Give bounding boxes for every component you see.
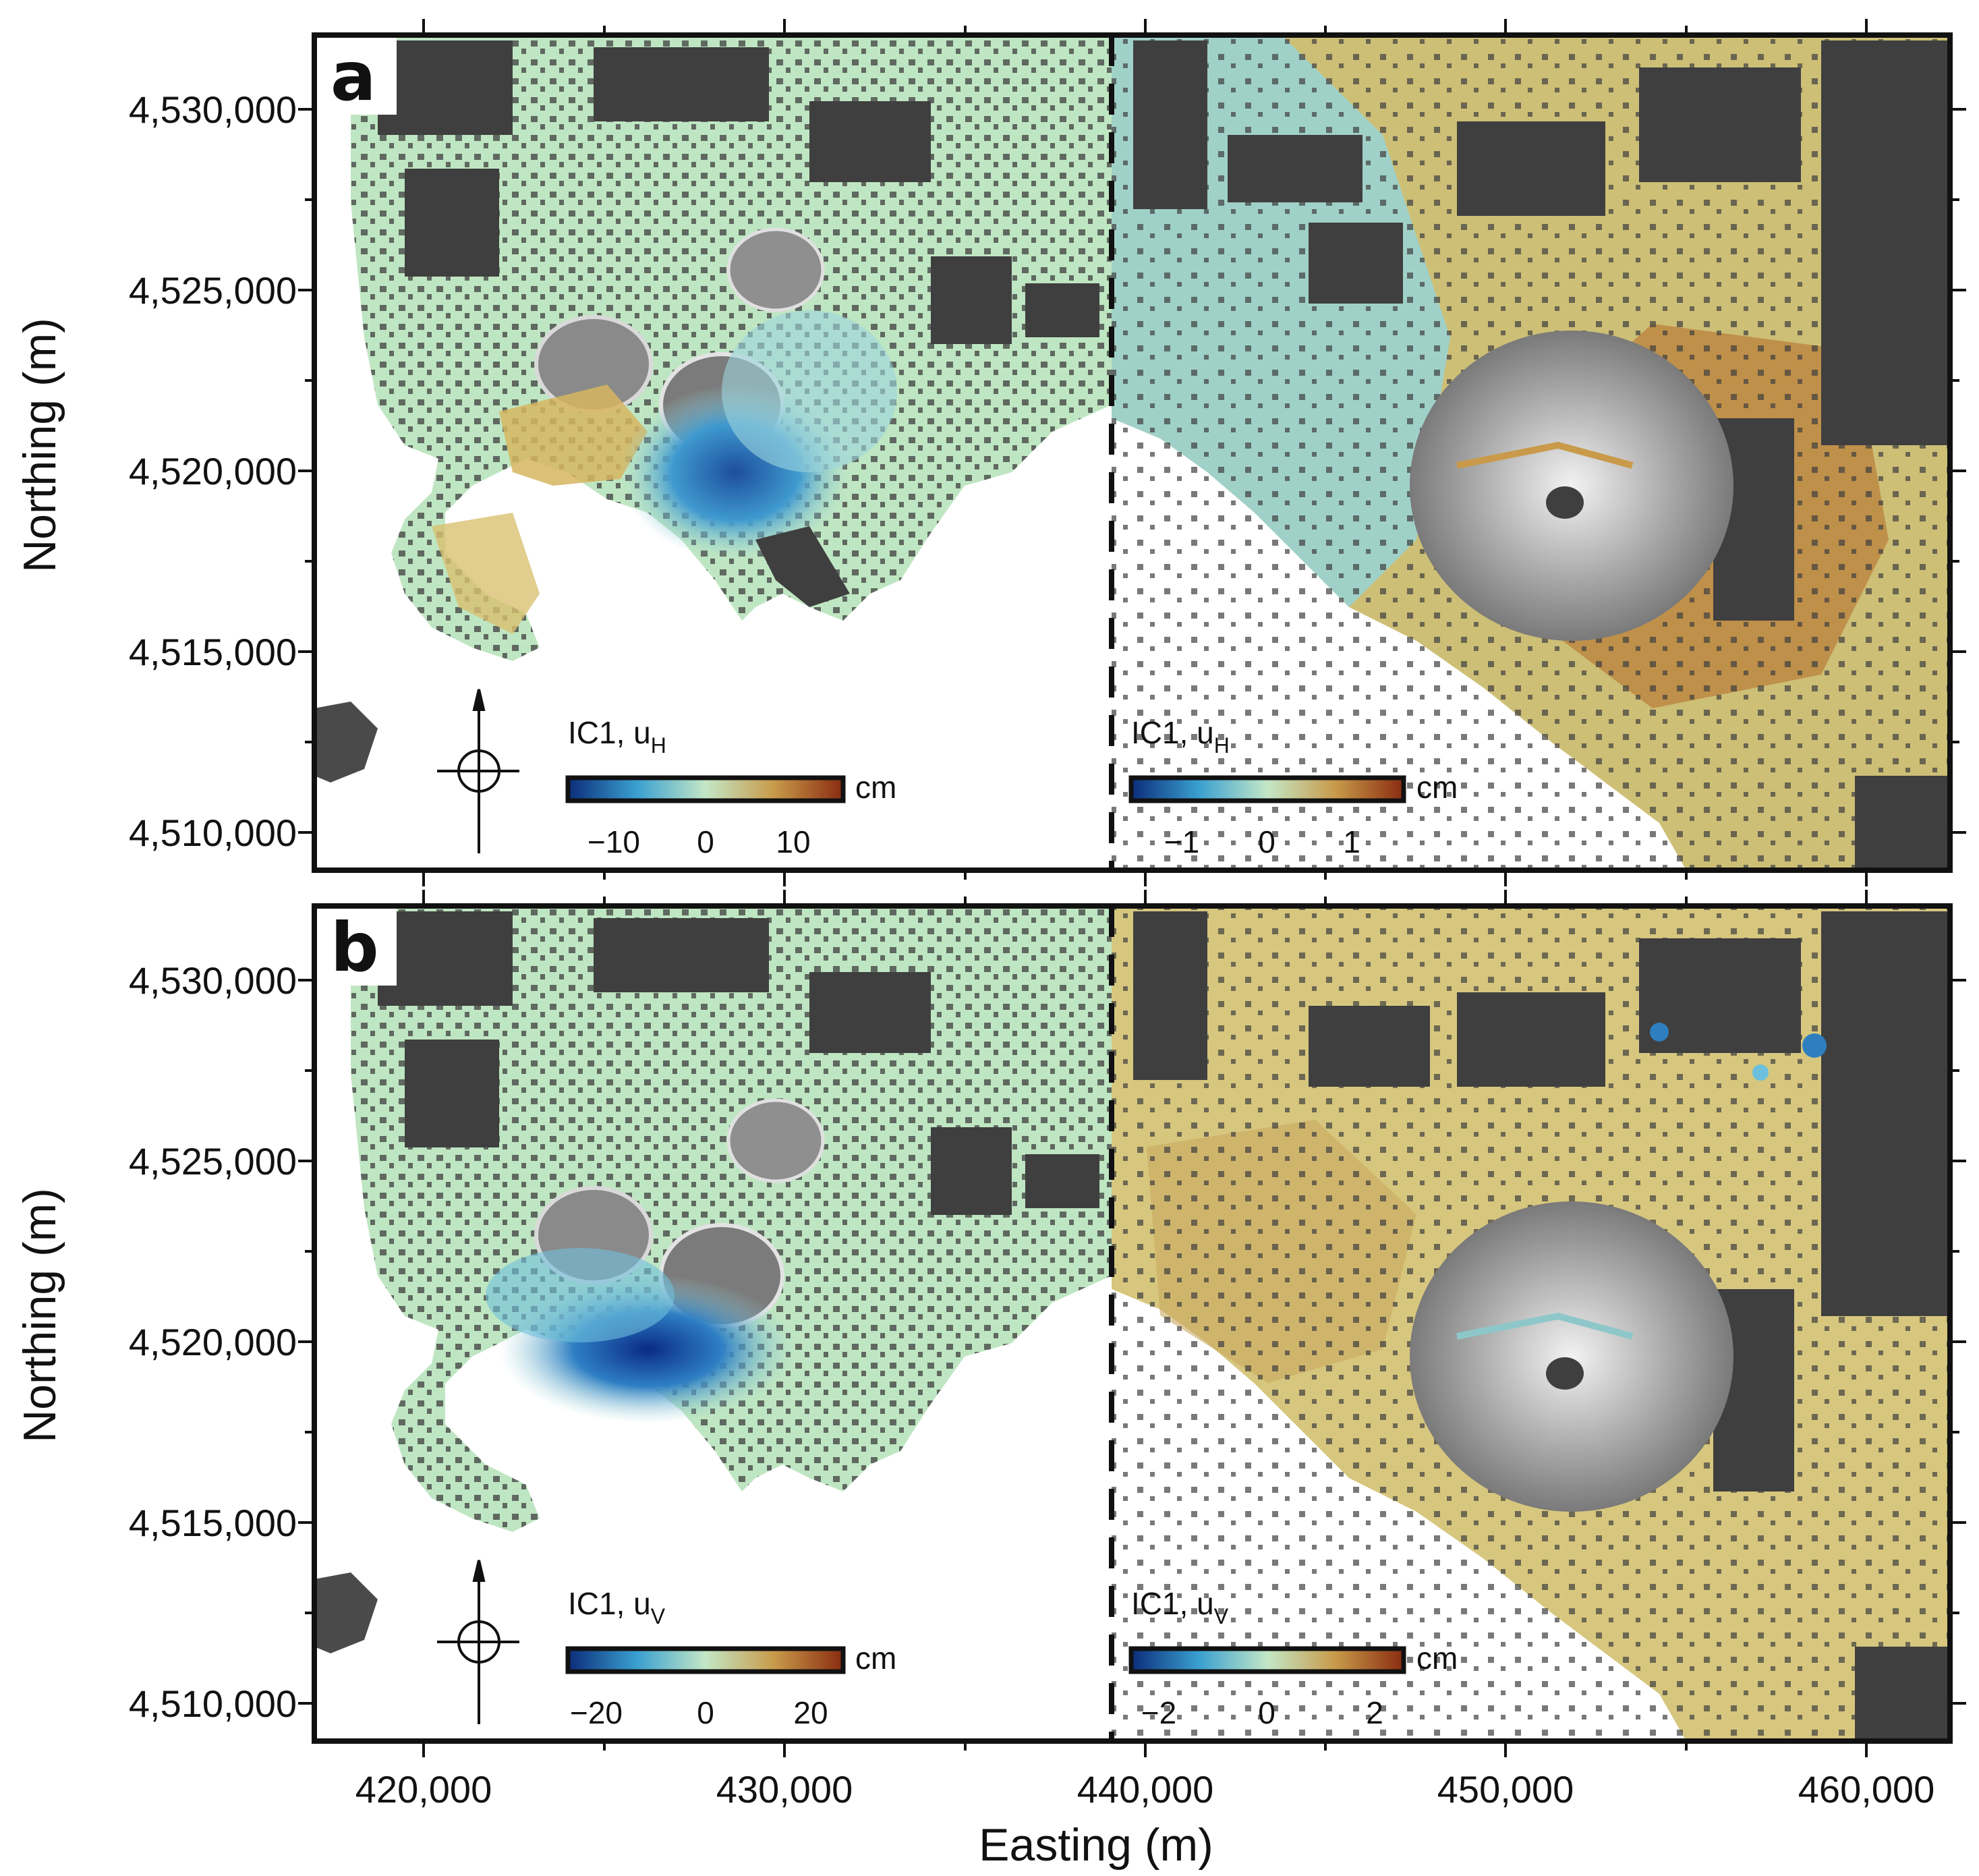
colorbar-ramp (565, 1646, 846, 1674)
colorbar-right-b: IC1, uV cm −2 0 2 (1128, 1586, 1458, 1730)
panel-letter-box-b (317, 909, 397, 986)
y-tick-label: 4,515,000 (129, 631, 297, 673)
y-tick-label: 4,510,000 (129, 1682, 297, 1725)
colorbar-tick: 0 (1258, 824, 1275, 859)
y-tick-label: 4,520,000 (129, 450, 297, 492)
panel-letter-box-a (317, 38, 397, 115)
svg-text:IC1, uH: IC1, uH (1131, 715, 1230, 758)
colorbar-title: IC1, u (1131, 1586, 1214, 1621)
colorbar-left-b: IC1, uV cm −20 0 20 (565, 1586, 896, 1730)
colorbar-tick: 0 (697, 1695, 714, 1730)
compass-icon-a (437, 689, 519, 853)
panel-b: b IC1, uV cm −20 0 20 IC1, uV cm −2 0 2 (312, 903, 1953, 1744)
island-a (314, 702, 378, 783)
colorbar-unit: cm (855, 1641, 896, 1676)
x-tick-label: 440,000 (1077, 1768, 1213, 1811)
x-tick-label: 460,000 (1798, 1768, 1934, 1811)
colorbar-tick: −1 (1164, 824, 1199, 859)
panel-letter-b: b (331, 908, 379, 987)
y-axis-title-a: Northing (m) (14, 318, 65, 573)
colorbar-unit: cm (1416, 770, 1458, 805)
compass-icon-b (437, 1560, 519, 1724)
panel-letter-a: a (331, 37, 376, 116)
y-tick-label: 4,530,000 (129, 959, 297, 1002)
map-frame-a (312, 32, 1953, 873)
colorbar-subscript: V (1214, 1604, 1229, 1628)
colorbar-title: IC1, u (568, 1586, 651, 1621)
colorbar-left-a: IC1, uH cm −10 0 10 (565, 715, 896, 859)
y-tick-label: 4,520,000 (129, 1321, 297, 1363)
land-west-a (351, 35, 1112, 661)
svg-text:IC1, uH: IC1, uH (568, 715, 666, 758)
colorbar-title: IC1, u (1131, 715, 1214, 750)
colorbar-tick: 20 (793, 1695, 828, 1730)
colorbar-tick: 0 (1258, 1695, 1275, 1730)
colorbar-tick: 0 (697, 824, 714, 859)
y-tick-label: 4,515,000 (129, 1502, 297, 1544)
island-b (314, 1572, 378, 1653)
colorbar-ramp (565, 775, 846, 803)
colorbar-tick: −2 (1141, 1695, 1176, 1730)
colorbar-title: IC1, u (568, 715, 651, 750)
svg-text:IC1, uV: IC1, uV (568, 1586, 666, 1628)
colorbar-tick: 10 (776, 824, 810, 859)
x-tick-label: 420,000 (355, 1768, 492, 1811)
colorbar-subscript: V (651, 1604, 666, 1628)
x-axis-title: Easting (m) (979, 1819, 1213, 1871)
colorbar-ramp (1128, 1646, 1406, 1674)
colorbar-ramp (1128, 775, 1406, 803)
colorbar-unit: cm (855, 770, 896, 805)
colorbar-tick: 1 (1343, 824, 1360, 859)
colorbar-right-a: IC1, uH cm −1 0 1 (1128, 715, 1458, 859)
y-axis-title-b: Northing (m) (14, 1188, 65, 1443)
y-tick-label: 4,530,000 (129, 88, 297, 131)
land-west-b (351, 906, 1112, 1532)
axes (298, 19, 1966, 1757)
y-tick-label: 4,525,000 (129, 1140, 297, 1183)
svg-text:IC1, uV: IC1, uV (1131, 1586, 1229, 1628)
colorbar-subscript: H (651, 733, 666, 758)
colorbar-unit: cm (1416, 1641, 1458, 1676)
colorbar-tick: −20 (570, 1695, 623, 1730)
colorbar-tick: 2 (1366, 1695, 1383, 1730)
axis-labels: 4,530,000 4,530,000 4,525,000 4,525,000 4,52… (129, 88, 1934, 1811)
y-tick-label: 4,525,000 (129, 269, 297, 312)
land-east-a (1112, 35, 1950, 870)
x-tick-label: 450,000 (1437, 1768, 1574, 1811)
colorbar-subscript: H (1214, 733, 1230, 758)
colorbar-tick: −10 (587, 824, 640, 859)
map-frame-b (312, 903, 1953, 1744)
x-tick-label: 430,000 (716, 1768, 853, 1811)
y-tick-label: 4,510,000 (129, 812, 297, 854)
land-east-b (1112, 906, 1950, 1741)
panel-a: a IC1, uH cm −10 0 10 IC1, uH cm −1 0 1 (312, 32, 1953, 873)
